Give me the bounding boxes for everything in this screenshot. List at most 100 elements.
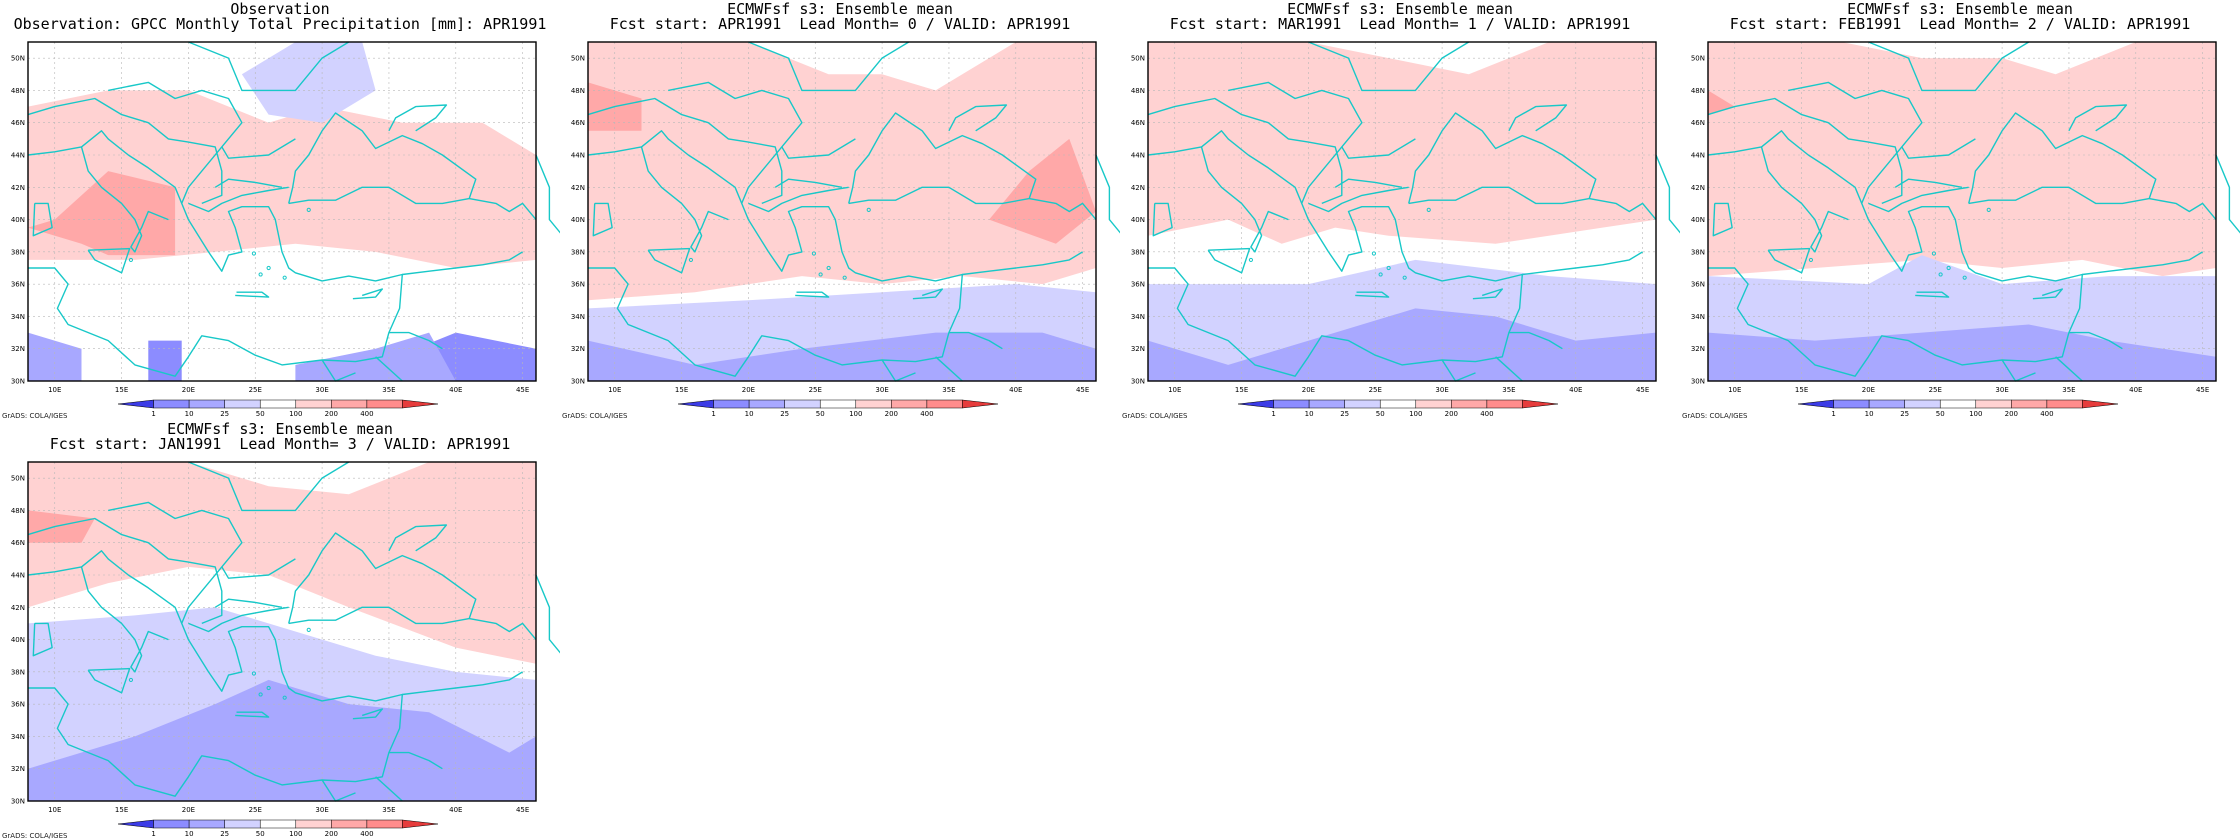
coastline [1341, 138, 1416, 159]
color-bar-swatch [784, 399, 821, 409]
lon-tick-label: 35E [942, 386, 955, 394]
precip-shading [28, 510, 95, 543]
lon-tick-label: 30E [315, 386, 328, 394]
coastline [2032, 288, 2063, 300]
island [282, 695, 287, 700]
coastline [32, 622, 53, 657]
lon-tick-label: 30E [875, 386, 888, 394]
coastline [214, 598, 283, 608]
grads-credit: GrADS: COLA/IGES [2, 412, 68, 420]
panel-forecast-lead0: ECMWFsf s3: Ensemble mean Fcst start: AP… [560, 0, 1120, 420]
lat-tick-label: 38N [11, 668, 25, 676]
precip-shading [588, 42, 1096, 301]
coastline [1207, 247, 1251, 274]
color-bar-swatch [2046, 399, 2083, 409]
lat-tick-label: 48N [11, 507, 25, 515]
color-bar-label: 200 [1445, 410, 1458, 418]
coastline [668, 81, 803, 204]
coastline [288, 532, 477, 625]
island [306, 207, 311, 212]
lat-tick-label: 38N [571, 248, 585, 256]
lat-tick-label: 50N [1131, 55, 1145, 63]
island [251, 671, 257, 676]
lat-tick-label: 40N [571, 216, 585, 224]
coastline [535, 574, 560, 654]
panel-subtitle: Fcst start: JAN1991 Lead Month= 3 / VALI… [49, 435, 511, 453]
island [282, 275, 287, 280]
coastline [2055, 356, 2083, 382]
color-bar-swatch [1451, 399, 1488, 409]
panel-forecast-lead3: ECMWFsf s3: Ensemble mean Fcst start: JA… [0, 420, 560, 840]
lat-tick-label: 46N [11, 539, 25, 547]
island [1962, 275, 1967, 280]
coastline [1228, 81, 1363, 204]
lon-tick-label: 40E [449, 386, 462, 394]
lat-tick-label: 38N [1131, 248, 1145, 256]
color-bar-label: 10 [185, 830, 194, 838]
lat-tick-label: 36N [11, 281, 25, 289]
lon-tick-label: 20E [742, 386, 755, 394]
color-bar-swatch [295, 399, 332, 409]
lon-tick-label: 10E [48, 806, 61, 814]
precip-map: 10E 15E 20E 25E 30E 35E 40E 45E 50N 48N 46N 44N 42N 4… [571, 41, 1120, 418]
coastline [352, 708, 383, 720]
island [1248, 257, 1254, 263]
lat-tick-label: 32N [571, 345, 585, 353]
lon-tick-label: 25E [249, 806, 262, 814]
lat-tick-label: 32N [1131, 345, 1145, 353]
coastline [80, 146, 169, 253]
color-bar-swatch [188, 399, 225, 409]
color-bar-label: 200 [325, 830, 338, 838]
color-bar-swatch [117, 819, 154, 829]
color-bar-swatch [1344, 399, 1381, 409]
panel-title: ECMWFsf s3: Ensemble mean [167, 420, 393, 438]
lon-tick-label: 30E [1435, 386, 1448, 394]
lat-tick-label: 46N [1131, 119, 1145, 127]
island [1938, 272, 1943, 277]
lat-tick-label: 44N [1131, 152, 1145, 160]
lon-tick-label: 45E [2196, 386, 2209, 394]
coastline [27, 550, 403, 797]
coastline [1868, 41, 2030, 92]
coastline [188, 186, 289, 213]
color-bar-swatch [1379, 399, 1417, 409]
color-bar-label: 10 [185, 410, 194, 418]
coastline [32, 202, 53, 237]
color-bar-label: 100 [289, 830, 302, 838]
lat-tick-label: 50N [11, 55, 25, 63]
precip-shading [1148, 308, 1656, 381]
coastline [469, 617, 537, 641]
lat-tick-label: 50N [1691, 55, 1705, 63]
island [128, 677, 134, 683]
lat-tick-label: 50N [571, 55, 585, 63]
map-frame [27, 461, 537, 802]
island [1378, 272, 1383, 277]
coastline [1868, 186, 1969, 213]
lat-tick-label: 40N [11, 216, 25, 224]
lat-tick-label: 30N [571, 378, 585, 386]
color-bar-label: 100 [289, 410, 302, 418]
precip-shading [1708, 324, 2216, 381]
coastline [2068, 331, 2123, 350]
color-bar-label: 400 [920, 410, 933, 418]
island [1371, 251, 1377, 256]
lat-tick-label: 30N [11, 378, 25, 386]
lon-tick-label: 35E [382, 386, 395, 394]
color-bar-swatch [224, 819, 261, 829]
island [1946, 265, 1951, 271]
coastline [87, 667, 131, 694]
coastline [748, 41, 910, 92]
panel-forecast-lead1: ECMWFsf s3: Ensemble mean Fcst start: MA… [1120, 0, 1680, 420]
lat-tick-label: 34N [11, 733, 25, 741]
coastline [2068, 104, 2128, 132]
coastline [1308, 186, 1409, 213]
grads-credit: GrADS: COLA/IGES [1682, 412, 1748, 420]
coastline [388, 524, 448, 552]
color-bar-label: 100 [1969, 410, 1982, 418]
coastline [748, 186, 849, 213]
color-bar-label: 10 [1865, 410, 1874, 418]
color-bar-swatch [1904, 399, 1941, 409]
precip-shading [28, 679, 536, 801]
lat-tick-label: 42N [11, 604, 25, 612]
color-bar-swatch [153, 399, 190, 409]
